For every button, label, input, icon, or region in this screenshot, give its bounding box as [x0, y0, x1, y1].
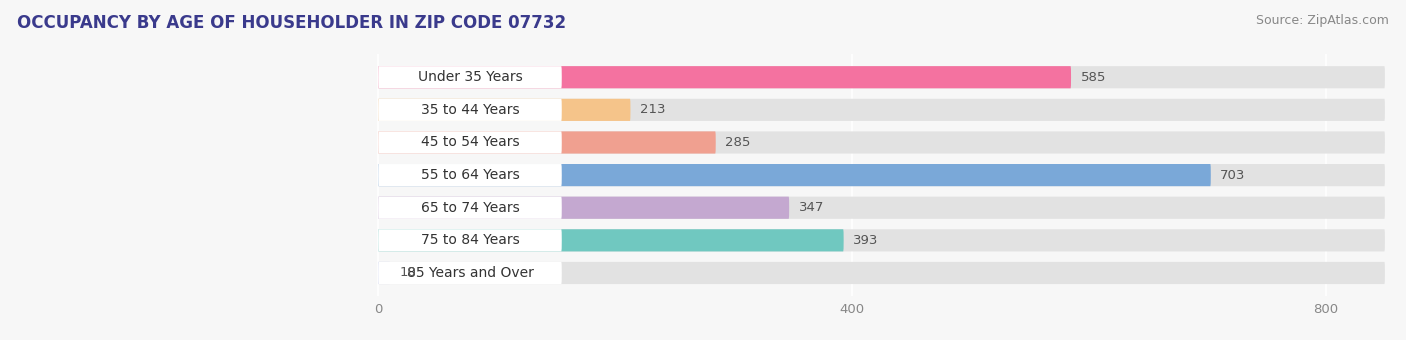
- FancyBboxPatch shape: [378, 164, 1385, 186]
- FancyBboxPatch shape: [378, 262, 1385, 284]
- Text: 585: 585: [1081, 71, 1107, 84]
- Text: 75 to 84 Years: 75 to 84 Years: [420, 233, 519, 247]
- Text: 35 to 44 Years: 35 to 44 Years: [420, 103, 519, 117]
- Text: 703: 703: [1220, 169, 1246, 182]
- Text: 393: 393: [853, 234, 879, 247]
- FancyBboxPatch shape: [378, 131, 1385, 154]
- FancyBboxPatch shape: [378, 66, 562, 88]
- Text: 65 to 74 Years: 65 to 74 Years: [420, 201, 519, 215]
- Text: OCCUPANCY BY AGE OF HOUSEHOLDER IN ZIP CODE 07732: OCCUPANCY BY AGE OF HOUSEHOLDER IN ZIP C…: [17, 14, 567, 32]
- FancyBboxPatch shape: [378, 66, 1071, 88]
- Text: 45 to 54 Years: 45 to 54 Years: [420, 135, 519, 150]
- Text: 55 to 64 Years: 55 to 64 Years: [420, 168, 519, 182]
- Text: Under 35 Years: Under 35 Years: [418, 70, 523, 84]
- FancyBboxPatch shape: [378, 164, 562, 186]
- Text: 347: 347: [799, 201, 824, 214]
- FancyBboxPatch shape: [378, 262, 562, 284]
- FancyBboxPatch shape: [378, 229, 844, 252]
- FancyBboxPatch shape: [378, 262, 389, 284]
- FancyBboxPatch shape: [378, 131, 716, 154]
- Text: 213: 213: [640, 103, 665, 116]
- FancyBboxPatch shape: [378, 99, 630, 121]
- FancyBboxPatch shape: [378, 197, 1385, 219]
- Text: Source: ZipAtlas.com: Source: ZipAtlas.com: [1256, 14, 1389, 27]
- FancyBboxPatch shape: [378, 229, 1385, 252]
- FancyBboxPatch shape: [378, 99, 1385, 121]
- FancyBboxPatch shape: [378, 197, 789, 219]
- FancyBboxPatch shape: [378, 131, 562, 154]
- Text: 10: 10: [399, 267, 416, 279]
- Text: 85 Years and Over: 85 Years and Over: [406, 266, 533, 280]
- FancyBboxPatch shape: [378, 66, 1385, 88]
- FancyBboxPatch shape: [378, 164, 1211, 186]
- FancyBboxPatch shape: [378, 99, 562, 121]
- FancyBboxPatch shape: [378, 229, 562, 252]
- FancyBboxPatch shape: [378, 197, 562, 219]
- Text: 285: 285: [725, 136, 751, 149]
